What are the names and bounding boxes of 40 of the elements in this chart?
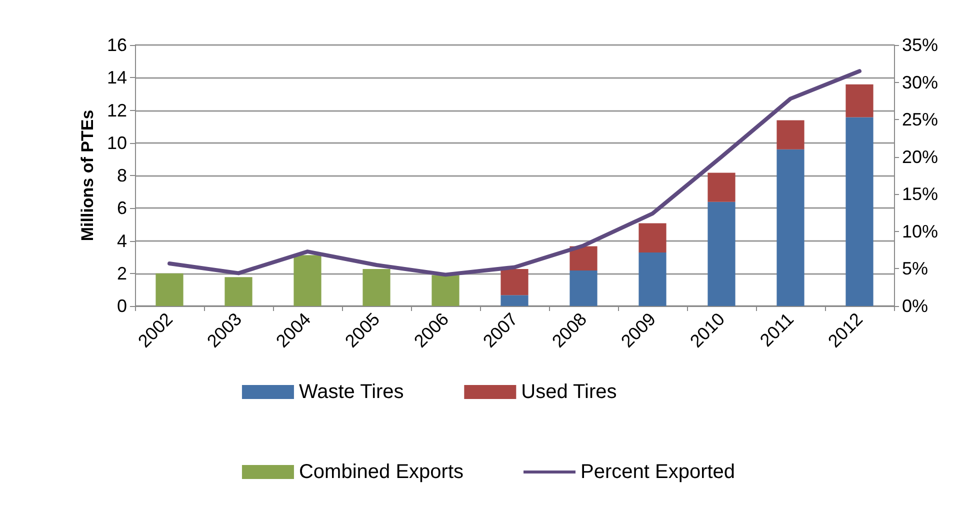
bar — [570, 246, 598, 270]
y-axis-title: Millions of PTEs — [78, 110, 98, 242]
y2-tick-label: 25% — [902, 110, 938, 130]
bar — [708, 202, 736, 306]
bar — [846, 84, 874, 118]
bar — [224, 277, 252, 306]
legend-label: Percent Exported — [580, 461, 736, 483]
y2-tick-label: 35% — [902, 35, 938, 55]
y2-tick-label: 0% — [902, 296, 928, 316]
y2-tick-label: 10% — [902, 221, 938, 242]
y2-tick-label: 15% — [902, 184, 938, 204]
y-tick-label: 8 — [116, 166, 127, 186]
bar — [776, 120, 804, 150]
y2-tick-label: 5% — [902, 258, 928, 279]
bar — [776, 149, 804, 306]
line-series — [168, 69, 862, 277]
bar — [638, 252, 666, 306]
y-tick-label: 6 — [116, 198, 127, 218]
bar — [294, 255, 322, 306]
y-tick-label: 2 — [116, 263, 127, 284]
bar — [500, 295, 528, 306]
bar — [638, 223, 666, 252]
y-tick-label: 0 — [116, 296, 127, 316]
bar — [362, 268, 390, 306]
y2-tick-label: 30% — [902, 72, 938, 92]
bar — [570, 270, 598, 306]
y2-tick-label: 20% — [902, 146, 938, 167]
legend-label: Used Tires — [521, 381, 617, 403]
y-tick-label: 4 — [116, 230, 127, 251]
bar — [156, 273, 184, 306]
bar — [846, 117, 874, 306]
y-tick-label: 14 — [106, 68, 127, 88]
y-tick-label: 10 — [106, 132, 127, 153]
bar — [500, 268, 528, 296]
legend-label: Waste Tires — [298, 381, 404, 403]
bar — [708, 172, 736, 202]
legend-label: Combined Exports — [298, 461, 464, 483]
bar — [432, 275, 460, 306]
y-tick-label: 16 — [106, 35, 127, 55]
y-tick-label: 12 — [106, 100, 127, 120]
